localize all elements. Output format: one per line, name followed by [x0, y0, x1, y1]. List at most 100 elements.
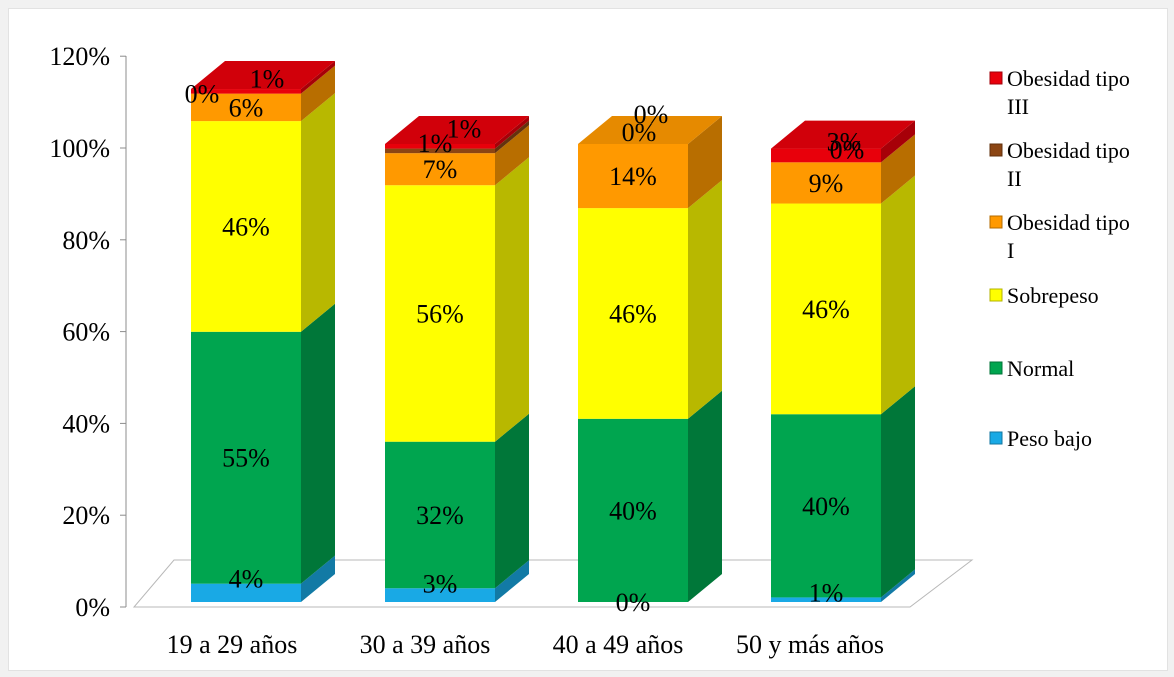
bar-segment [385, 144, 495, 149]
legend-swatch [989, 288, 1003, 302]
x-tick-label: 40 a 49 años [553, 630, 684, 659]
data-label: 3% [423, 569, 458, 598]
bar-segment [385, 185, 495, 442]
bar-segment [385, 148, 495, 154]
legend-label: Normal [1007, 356, 1074, 381]
y-tick-label: 80% [62, 226, 110, 255]
bar-segment-side [495, 125, 529, 186]
bar-segment [771, 203, 881, 415]
data-labels: 4%55%46%6%0%1%3%32%56%7%1%1%0%40%46%14%0… [185, 65, 865, 617]
bar-segment [191, 121, 301, 332]
legend-label: Sobrepeso [1007, 283, 1099, 308]
legend-swatch [989, 361, 1003, 375]
bar-segment [191, 583, 301, 602]
floor-plane [132, 559, 974, 608]
y-tick-label: 60% [62, 318, 110, 347]
data-label: 46% [609, 299, 657, 328]
legend-swatch [989, 71, 1003, 85]
data-label: 56% [416, 299, 464, 328]
bars [191, 61, 915, 602]
bar-segment-side [495, 413, 529, 589]
bar-segment-side [688, 116, 722, 209]
bar-segment-side [881, 569, 915, 602]
data-label: 0% [616, 588, 651, 617]
bar-top [385, 116, 529, 144]
legend-swatch [989, 215, 1003, 229]
bar-segment [771, 162, 881, 204]
bar-segment-side [881, 386, 915, 598]
bar-segment-side [301, 303, 335, 584]
data-label: 0% [634, 100, 669, 129]
bar-segment-side [301, 61, 335, 94]
bar-segment-side [301, 555, 335, 602]
legend-label: Peso bajo [1007, 426, 1092, 451]
legend-swatch [989, 143, 1003, 157]
data-label: 6% [229, 93, 264, 122]
data-label: 1% [250, 65, 285, 94]
y-axis: 0% 20% 40% 60% 80% 100% 120% [49, 42, 127, 622]
legend-label: Obesidad tipo [1007, 210, 1130, 235]
data-label: 46% [802, 295, 850, 324]
bar-segment [191, 331, 301, 584]
data-label: 46% [222, 212, 270, 241]
data-label: 40% [609, 496, 657, 525]
legend-label: II [1007, 166, 1022, 191]
y-tick-label: 0% [75, 593, 110, 622]
bar-segment [385, 588, 495, 602]
legend: Obesidad tipo III Obesidad tipo II Obesidad … [989, 66, 1130, 451]
bar-segment-side [881, 120, 915, 163]
y-tick-label: 40% [62, 409, 110, 438]
bar-segment-side [688, 390, 722, 602]
legend-label: I [1007, 238, 1014, 263]
bar-segment [385, 153, 495, 186]
data-label: 0% [622, 118, 657, 147]
y-tick-label: 100% [49, 134, 110, 163]
legend-swatch [989, 431, 1003, 445]
data-label: 14% [609, 162, 657, 191]
x-tick-label: 50 y más años [736, 630, 884, 659]
bar-segment-side [881, 134, 915, 204]
x-tick-label: 30 a 39 años [360, 630, 491, 659]
data-label: 1% [418, 129, 453, 158]
data-label: 0% [830, 135, 865, 164]
bar-segment-side [881, 175, 915, 415]
x-tick-label: 19 a 29 años [167, 630, 298, 659]
bar-segment [191, 89, 301, 94]
data-label: 7% [423, 155, 458, 184]
bar-segment [771, 597, 881, 602]
data-label: 3% [827, 127, 862, 156]
y-tick-label: 120% [49, 42, 110, 71]
bar-top [771, 120, 915, 149]
x-axis: 19 a 29 años 30 a 39 años 40 a 49 años 50 y… [167, 630, 884, 659]
bar-segment-side [495, 157, 529, 442]
data-label: 40% [802, 492, 850, 521]
bar-segment [771, 414, 881, 598]
bar-segment-side [495, 120, 529, 154]
bar-segment [578, 208, 688, 419]
data-label: 55% [222, 444, 270, 473]
bar-top [578, 116, 722, 144]
data-label: 1% [447, 115, 482, 144]
bar-segment [578, 418, 688, 602]
data-label: 4% [229, 565, 264, 594]
bar-segment-side [301, 65, 335, 122]
bar-top [191, 61, 335, 90]
bar-segment [191, 93, 301, 122]
legend-label: Obesidad tipo [1007, 138, 1130, 163]
legend-label: III [1007, 94, 1029, 119]
bar-segment-side [495, 116, 529, 149]
bar-segment-side [688, 180, 722, 419]
chart-floor [132, 559, 974, 608]
bar-segment [771, 148, 881, 163]
data-label: 32% [416, 501, 464, 530]
data-label: 9% [809, 169, 844, 198]
bar-segment-side [495, 560, 529, 602]
data-label: 1% [809, 578, 844, 607]
y-tick-label: 20% [62, 501, 110, 530]
legend-label: Obesidad tipo [1007, 66, 1130, 91]
bar-segment-side [301, 93, 335, 332]
bar-segment [385, 441, 495, 589]
data-label: 0% [185, 80, 220, 109]
bar-segment [578, 144, 688, 209]
